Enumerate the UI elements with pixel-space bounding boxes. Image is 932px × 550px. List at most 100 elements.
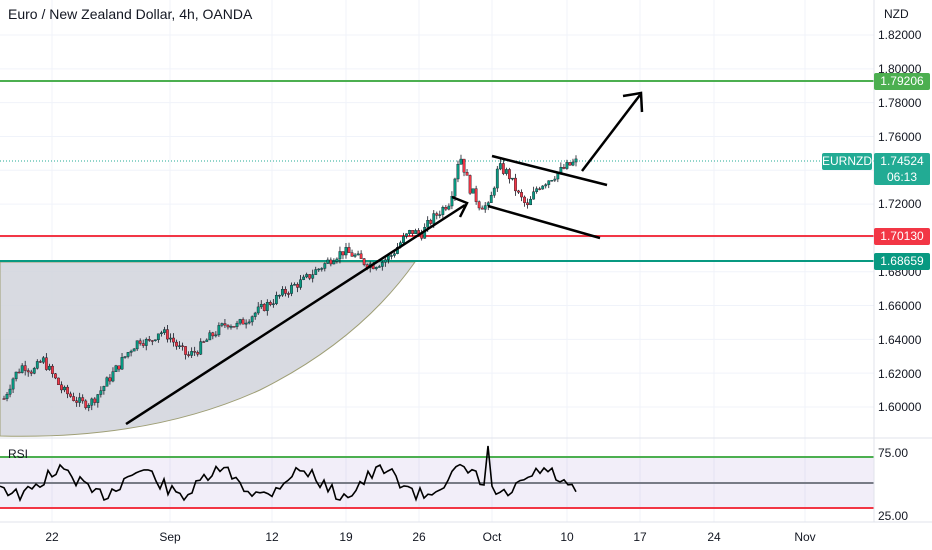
candle bbox=[538, 188, 542, 190]
candle bbox=[81, 397, 85, 402]
candle bbox=[138, 340, 142, 344]
candle bbox=[287, 293, 290, 295]
candle bbox=[214, 334, 218, 337]
candle bbox=[571, 161, 575, 166]
candle bbox=[520, 192, 523, 198]
candle bbox=[332, 261, 336, 265]
candle bbox=[356, 253, 360, 256]
candle bbox=[54, 373, 57, 379]
price-tick: 1.60000 bbox=[878, 400, 922, 414]
candle bbox=[144, 339, 148, 346]
support-price-label-teal[interactable]: 1.68659 bbox=[874, 253, 930, 270]
candle bbox=[63, 386, 66, 391]
price-tick: 1.62000 bbox=[878, 367, 922, 381]
candle bbox=[380, 262, 384, 267]
candle bbox=[184, 346, 187, 355]
candle bbox=[408, 230, 411, 234]
candle bbox=[447, 205, 451, 210]
current-price: 1.74524 bbox=[880, 154, 924, 168]
candle bbox=[8, 388, 12, 395]
time-tick: Oct bbox=[482, 530, 502, 544]
candle bbox=[435, 213, 439, 216]
candle bbox=[220, 323, 224, 326]
candle bbox=[96, 394, 100, 403]
candle bbox=[199, 341, 203, 355]
candle bbox=[32, 368, 36, 374]
candle bbox=[341, 251, 345, 256]
candle bbox=[411, 230, 414, 235]
candle bbox=[320, 268, 324, 270]
price-tick: 1.66000 bbox=[878, 299, 922, 313]
candle bbox=[223, 323, 227, 326]
candle bbox=[247, 321, 251, 324]
support-price-label-red[interactable]: 1.70130 bbox=[874, 228, 930, 245]
candle bbox=[471, 188, 475, 194]
candle bbox=[353, 254, 357, 257]
candle bbox=[193, 351, 197, 353]
candle bbox=[574, 158, 578, 163]
candle bbox=[108, 377, 112, 382]
candle bbox=[181, 345, 184, 347]
candle bbox=[317, 268, 321, 271]
candle bbox=[211, 332, 215, 337]
candle bbox=[196, 352, 200, 355]
candle bbox=[47, 365, 51, 370]
candle bbox=[432, 213, 436, 224]
candle bbox=[166, 329, 169, 340]
candle bbox=[565, 162, 569, 169]
candle bbox=[244, 322, 248, 325]
candle bbox=[123, 356, 127, 358]
candle bbox=[57, 377, 60, 385]
time-tick: 17 bbox=[633, 530, 647, 544]
candle bbox=[41, 357, 45, 363]
candle bbox=[459, 158, 463, 165]
candle bbox=[405, 233, 408, 237]
candle bbox=[441, 207, 445, 215]
candle bbox=[374, 267, 378, 270]
candle bbox=[268, 301, 272, 305]
candle bbox=[147, 339, 151, 341]
candle bbox=[172, 337, 175, 343]
candle bbox=[511, 177, 514, 180]
candle bbox=[156, 333, 160, 340]
flag-upper-line[interactable] bbox=[491, 154, 608, 187]
candle bbox=[159, 332, 163, 335]
candle bbox=[308, 274, 312, 279]
candle bbox=[141, 343, 145, 346]
candle bbox=[492, 187, 496, 196]
resistance-price-label[interactable]: 1.79206 bbox=[874, 73, 930, 90]
time-tick: 12 bbox=[265, 530, 279, 544]
trend-arrow-1[interactable] bbox=[125, 203, 466, 426]
flag-lower-line[interactable] bbox=[487, 204, 601, 240]
candle bbox=[302, 276, 306, 280]
candle bbox=[253, 312, 257, 317]
candle bbox=[550, 180, 554, 182]
candle bbox=[553, 178, 557, 181]
drawings[interactable] bbox=[125, 91, 644, 426]
candle bbox=[541, 185, 545, 190]
candle bbox=[311, 274, 315, 279]
candle bbox=[465, 172, 469, 176]
candle bbox=[241, 319, 245, 325]
candle bbox=[99, 390, 103, 395]
candle bbox=[278, 294, 281, 297]
candle bbox=[208, 332, 212, 341]
candle bbox=[178, 345, 181, 347]
candle bbox=[438, 214, 442, 216]
candle bbox=[190, 351, 194, 356]
candle bbox=[453, 178, 457, 197]
candle bbox=[250, 316, 254, 323]
candle bbox=[217, 325, 221, 336]
candle bbox=[11, 378, 15, 390]
trend-arrow-2[interactable] bbox=[581, 94, 641, 172]
candle bbox=[314, 269, 318, 275]
candle bbox=[187, 354, 191, 356]
price-tick: 1.72000 bbox=[878, 197, 922, 211]
candle bbox=[529, 198, 533, 206]
time-tick: 24 bbox=[707, 530, 721, 544]
candle bbox=[232, 326, 236, 328]
trend-arrow-1-head bbox=[451, 195, 469, 218]
candle bbox=[256, 306, 260, 314]
